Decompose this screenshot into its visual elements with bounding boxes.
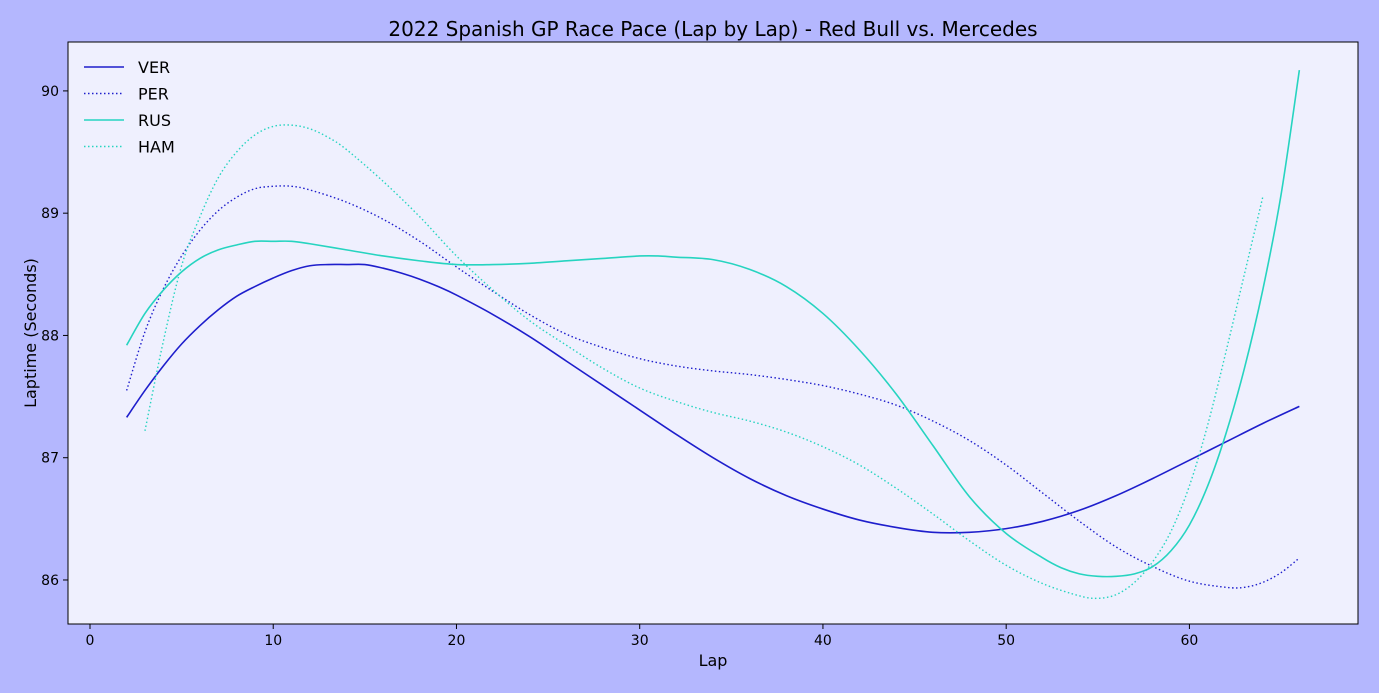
series-line-per bbox=[125, 185, 1300, 589]
series-line-ver bbox=[125, 263, 1300, 534]
y-axis-label: Laptime (Seconds) bbox=[21, 258, 40, 408]
plot-area bbox=[67, 41, 1359, 625]
axis-ticks: 0 10 20 30 40 50 60 86 87 88 89 90 bbox=[41, 84, 1198, 649]
x-tick-label: 0 bbox=[86, 633, 95, 649]
chart-title: 2022 Spanish GP Race Pace (Lap by Lap) -… bbox=[388, 17, 1037, 41]
x-axis-label: Lap bbox=[699, 651, 728, 670]
x-tick-label: 20 bbox=[448, 633, 466, 649]
series-lines bbox=[125, 70, 1301, 600]
series-line-ham bbox=[144, 124, 1264, 600]
y-tick-label: 89 bbox=[41, 206, 59, 222]
legend-label-rus: RUS bbox=[138, 111, 171, 130]
y-tick-label: 88 bbox=[41, 328, 59, 344]
x-tick-label: 10 bbox=[264, 633, 282, 649]
x-tick-label: 30 bbox=[631, 633, 649, 649]
legend-label-ver: VER bbox=[138, 58, 170, 77]
series-line-rus bbox=[125, 70, 1301, 578]
x-tick-label: 50 bbox=[997, 633, 1015, 649]
y-tick-label: 87 bbox=[41, 451, 59, 467]
legend-label-ham: HAM bbox=[138, 138, 175, 157]
y-tick-label: 86 bbox=[41, 573, 59, 589]
y-tick-label: 90 bbox=[41, 84, 59, 100]
x-tick-label: 60 bbox=[1181, 633, 1199, 649]
legend-label-per: PER bbox=[138, 85, 169, 104]
legend: VER PER RUS HAM bbox=[84, 58, 175, 157]
x-tick-label: 40 bbox=[814, 633, 832, 649]
